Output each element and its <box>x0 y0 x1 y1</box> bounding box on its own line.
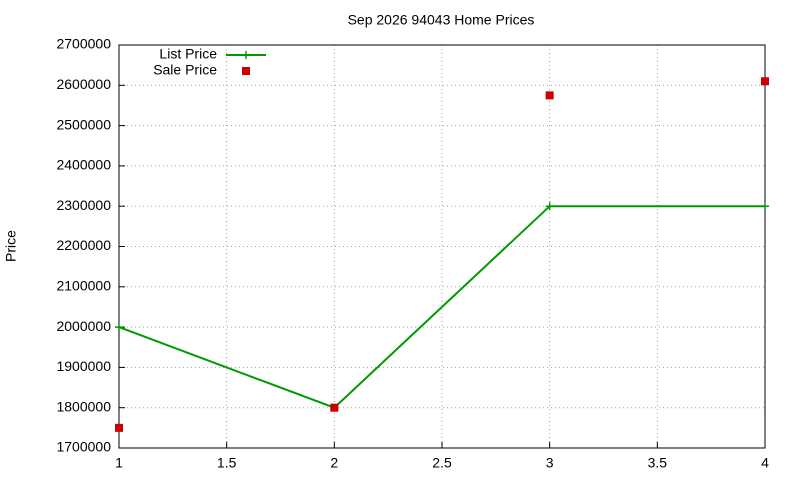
x-tick-label: 1.5 <box>217 455 237 471</box>
point <box>545 91 554 100</box>
y-tick-label: 2200000 <box>56 237 111 253</box>
x-tick-label: 2.5 <box>432 455 452 471</box>
point <box>761 202 769 211</box>
y-tick-label: 2100000 <box>56 278 111 294</box>
y-tick-label: 2600000 <box>56 76 111 92</box>
point <box>761 77 769 86</box>
y-tick-label: 2500000 <box>56 116 111 132</box>
point <box>330 403 339 412</box>
point <box>115 423 123 432</box>
y-tick-label: 1900000 <box>56 358 111 374</box>
x-tick-label: 1 <box>115 455 123 471</box>
legend-marker <box>242 51 250 59</box>
legend-label: Sale Price <box>153 62 217 78</box>
y-axis-label: Price <box>3 230 19 262</box>
y-tick-label: 2400000 <box>56 157 111 173</box>
y-tick-label: 1700000 <box>56 439 111 455</box>
x-tick-label: 4 <box>761 455 769 471</box>
legend-marker <box>242 67 250 75</box>
x-tick-label: 3 <box>546 455 554 471</box>
point <box>115 323 123 332</box>
point <box>545 202 554 211</box>
x-tick-label: 3.5 <box>648 455 668 471</box>
y-tick-label: 2000000 <box>56 318 111 334</box>
chart-title: Sep 2026 94043 Home Prices <box>348 12 535 28</box>
plot-frame <box>118 44 766 449</box>
legend-label: List Price <box>159 46 217 62</box>
series-line <box>118 205 765 409</box>
y-tick-label: 2300000 <box>56 197 111 213</box>
y-tick-label: 1800000 <box>56 398 111 414</box>
x-tick-label: 2 <box>330 455 338 471</box>
y-tick-label: 2700000 <box>56 36 111 52</box>
